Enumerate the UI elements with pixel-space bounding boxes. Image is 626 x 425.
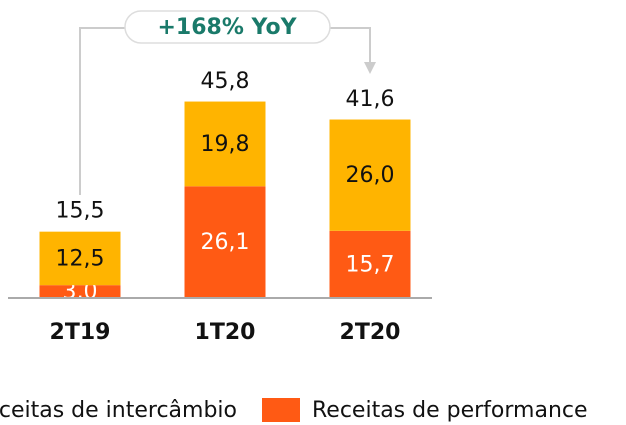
connector: [79, 27, 125, 195]
total-label: 41,6: [346, 87, 395, 112]
x-tick-label: 2T19: [50, 320, 111, 345]
bar-segment: [39, 285, 121, 298]
bar-segment: [329, 119, 411, 231]
bar-segment: [39, 231, 121, 286]
data-label: 19,8: [201, 132, 250, 157]
data-label: 12,5: [56, 246, 105, 271]
annotation: +168% YoY: [157, 15, 297, 40]
data-label: 15,7: [346, 252, 395, 277]
total-label: 45,8: [201, 69, 250, 94]
annotation-pill: [124, 10, 331, 44]
bar-segment: [329, 230, 411, 298]
legend-label: Receitas de intercâmbio: [0, 398, 237, 423]
bar-segment: [184, 101, 266, 187]
legend-swatch: [262, 398, 300, 422]
connector: [330, 27, 376, 74]
bar-segment: [184, 186, 266, 298]
total-label: 15,5: [56, 199, 105, 224]
data-label: 26,0: [346, 163, 395, 188]
x-tick-label: 2T20: [340, 320, 401, 345]
legend-label: Receitas de performance: [312, 398, 588, 423]
x-tick-label: 1T20: [195, 320, 256, 345]
data-label: 26,1: [201, 230, 250, 255]
